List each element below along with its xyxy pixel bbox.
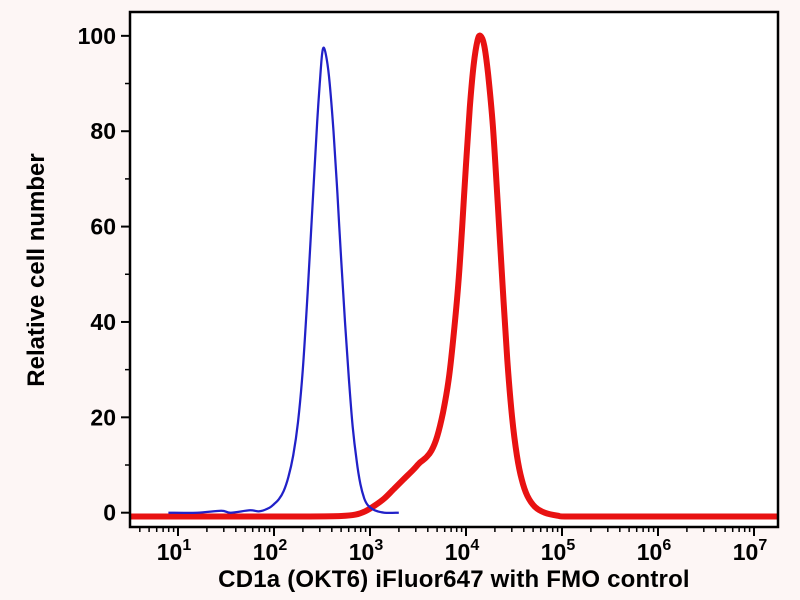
y-tick-label: 80 [90, 118, 116, 144]
y-tick-label: 60 [90, 214, 116, 240]
x-axis-title: CD1a (OKT6) iFluor647 with FMO control [218, 566, 690, 593]
plot-area [130, 12, 778, 527]
x-tick-label: 106 [637, 537, 672, 565]
x-tick-label: 104 [445, 537, 480, 565]
x-tick-label: 105 [541, 537, 576, 565]
plot-border [128, 10, 780, 529]
y-tick-label: 20 [90, 404, 116, 430]
x-tick-label: 107 [733, 537, 768, 565]
y-tick-label: 100 [78, 23, 116, 49]
x-tick-label: 103 [349, 537, 384, 565]
y-axis-title: Relative cell number [23, 153, 50, 387]
x-tick-label: 102 [253, 537, 288, 565]
cd1a-ifluor647-curve [129, 32, 778, 520]
fmo-control-curve [168, 46, 399, 515]
y-tick-label: 0 [103, 500, 116, 526]
y-tick-label: 40 [90, 309, 116, 335]
x-tick-label: 101 [157, 537, 192, 565]
